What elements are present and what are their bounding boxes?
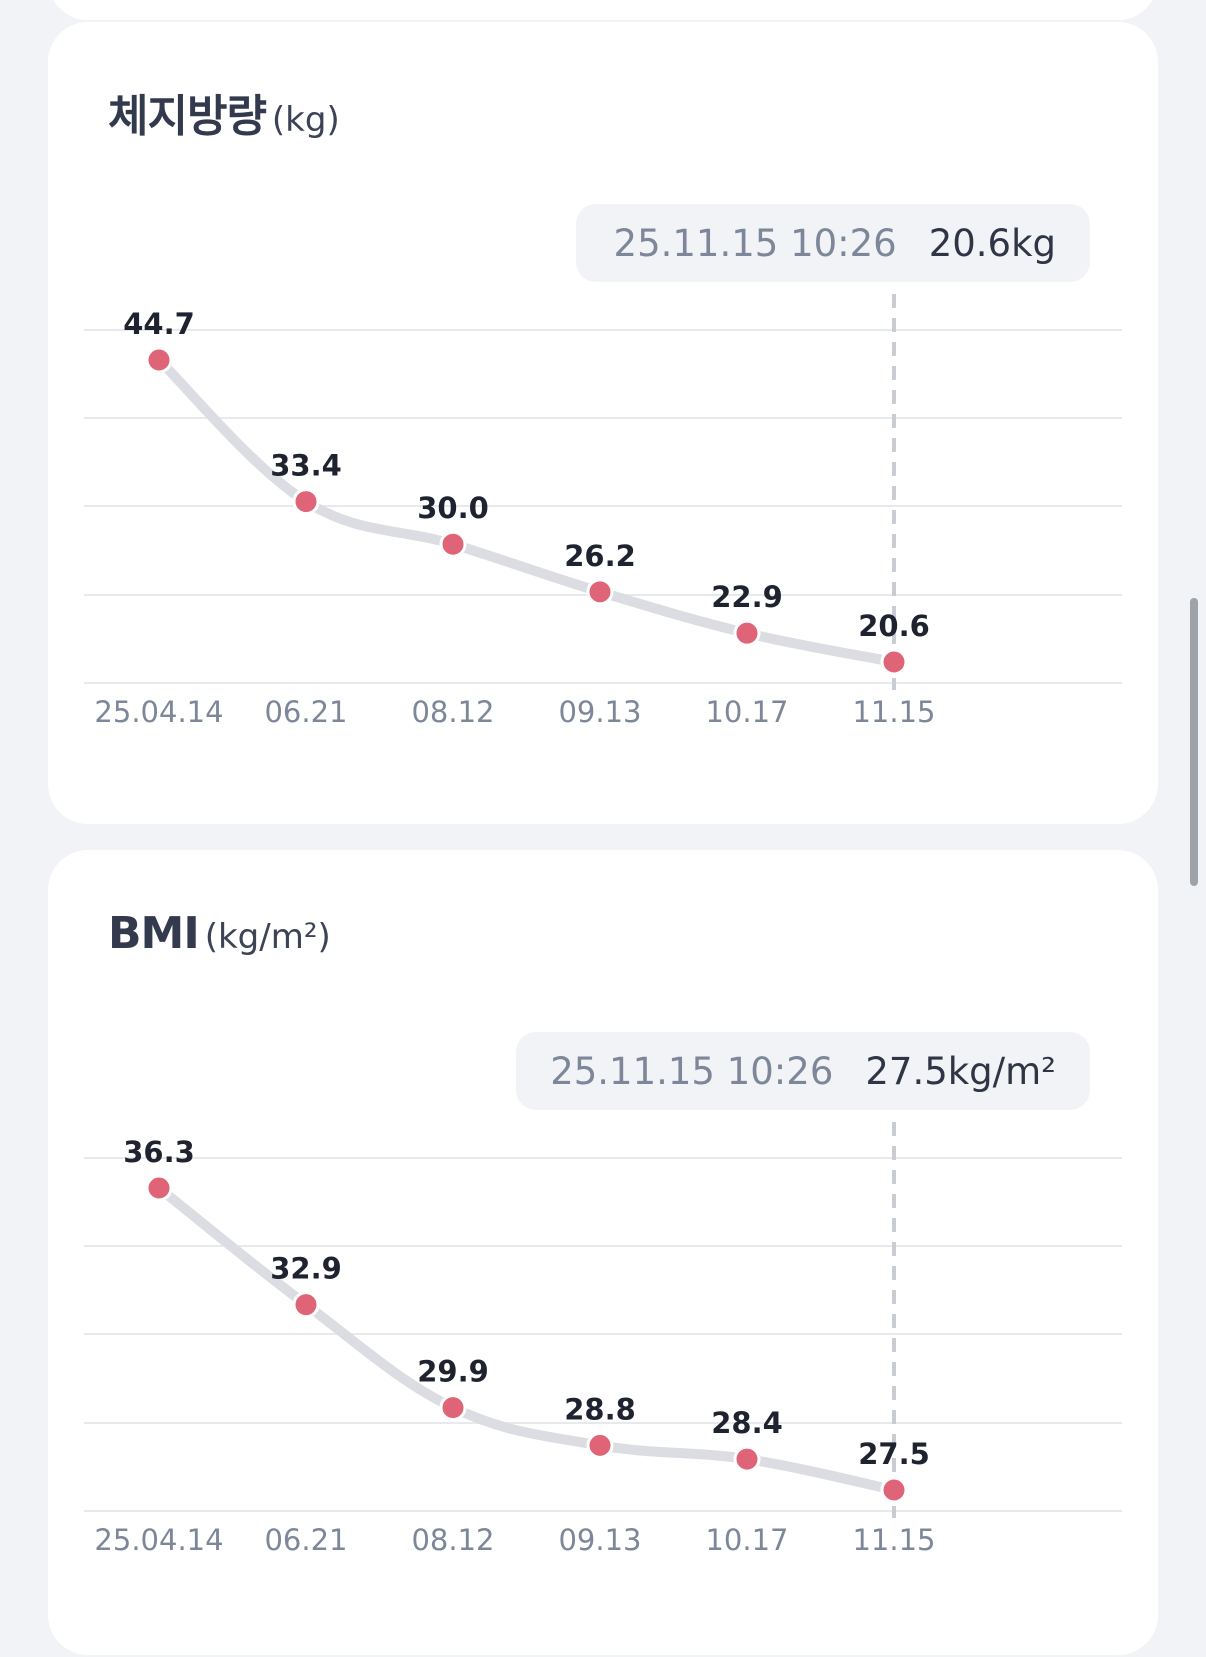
data-label: 32.9 <box>270 1252 342 1286</box>
previous-card-edge <box>48 0 1158 20</box>
x-tick-label: 10.17 <box>705 695 788 729</box>
data-point <box>292 1291 320 1319</box>
tooltip-time: 25.11.15 10:26 <box>550 1049 834 1093</box>
tooltip-value: 20.6kg <box>928 221 1056 265</box>
data-point <box>292 488 320 516</box>
data-point <box>439 1394 467 1422</box>
tooltip-value: 27.5kg/m² <box>865 1049 1056 1093</box>
scrollbar[interactable] <box>1190 598 1198 886</box>
body-fat-mass-chart[interactable]: 44.7 25.04.14 33.4 06.21 30.0 08.12 26.2 09.13 2… <box>48 22 1158 824</box>
x-tick-label: 10.17 <box>705 1523 788 1557</box>
data-label: 20.6 <box>858 609 930 643</box>
data-label: 30.0 <box>417 491 489 525</box>
card-title-unit: (kg/m²) <box>204 917 331 957</box>
data-label: 22.9 <box>711 580 783 614</box>
data-point <box>439 530 467 558</box>
data-label: 29.9 <box>417 1355 489 1389</box>
data-label: 28.4 <box>711 1406 783 1440</box>
data-point <box>880 648 908 676</box>
x-tick-label: 06.21 <box>264 1523 347 1557</box>
data-point <box>733 619 761 647</box>
data-point <box>880 1476 908 1504</box>
data-point <box>586 578 614 606</box>
tooltip-time: 25.11.15 10:26 <box>613 221 897 265</box>
body-fat-mass-card: 체지방량 (kg) 25.11.15 10:26 20.6kg 44.7 25.04… <box>48 22 1158 824</box>
x-tick-label: 11.15 <box>852 1523 935 1557</box>
data-label: 33.4 <box>270 449 342 483</box>
series-line <box>154 1183 899 1495</box>
x-tick-label: 08.12 <box>411 695 494 729</box>
x-tick-label: 08.12 <box>411 1523 494 1557</box>
card-title-text: BMI <box>108 908 200 959</box>
data-label: 27.5 <box>858 1437 930 1471</box>
data-label: 28.8 <box>564 1392 636 1426</box>
data-point <box>145 346 173 374</box>
bmi-chart[interactable]: 36.3 25.04.14 32.9 06.21 29.9 08.12 28.8 09.13 2… <box>48 850 1158 1655</box>
card-title: 체지방량 (kg) <box>108 80 340 144</box>
data-label: 36.3 <box>123 1135 195 1169</box>
card-title: BMI (kg/m²) <box>108 908 331 959</box>
x-tick-label: 09.13 <box>558 1523 641 1557</box>
series-line <box>154 355 899 667</box>
selected-point-tooltip: 25.11.15 10:26 20.6kg <box>576 204 1090 282</box>
x-tick-label: 25.04.14 <box>94 1523 223 1557</box>
data-label: 26.2 <box>564 539 636 573</box>
x-tick-label: 11.15 <box>852 695 935 729</box>
bmi-card: BMI (kg/m²) 25.11.15 10:26 27.5kg/m² 36.3… <box>48 850 1158 1655</box>
x-tick-label: 09.13 <box>558 695 641 729</box>
card-title-unit: (kg) <box>271 100 340 140</box>
x-tick-label: 06.21 <box>264 695 347 729</box>
card-title-text: 체지방량 <box>108 91 267 142</box>
x-tick-label: 25.04.14 <box>94 695 223 729</box>
data-point <box>733 1445 761 1473</box>
data-point <box>586 1431 614 1459</box>
data-label: 44.7 <box>123 307 195 341</box>
selected-point-tooltip: 25.11.15 10:26 27.5kg/m² <box>516 1032 1090 1110</box>
data-point <box>145 1174 173 1202</box>
